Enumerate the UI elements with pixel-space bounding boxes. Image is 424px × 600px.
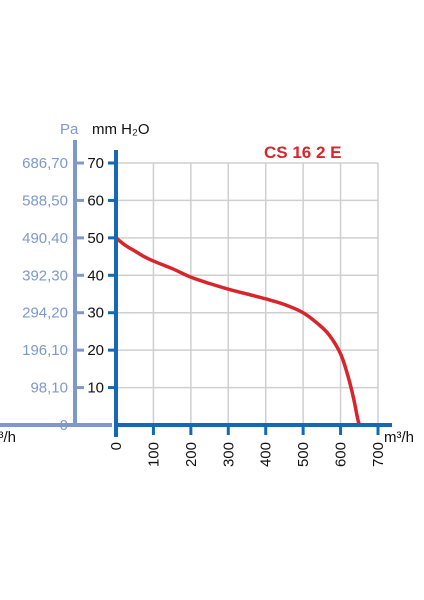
axes bbox=[0, 140, 392, 437]
y-axis-tick-label: 20 bbox=[87, 342, 104, 359]
left-axis-tick-label: 686,70 bbox=[22, 155, 68, 172]
x-axis-tick-label: 700 bbox=[370, 442, 387, 467]
right-axis-unit-mmh2o: mm H₂O bbox=[92, 121, 149, 138]
y-axis-tick-label: 30 bbox=[87, 305, 104, 322]
x-axis-tick-label: 500 bbox=[295, 442, 312, 467]
x-axis-tick-label: 100 bbox=[145, 442, 162, 467]
x-axis-tick-label: 600 bbox=[333, 442, 350, 467]
left-axis-tick-label: 294,20 bbox=[22, 305, 68, 322]
left-axis-tick-label: 0 bbox=[60, 417, 68, 434]
left-axis-tick-label: 392,30 bbox=[22, 267, 68, 284]
x-axis-tick-label: 300 bbox=[220, 442, 237, 467]
x-axis-tick-label: 0 bbox=[108, 442, 125, 450]
fan-curve-line bbox=[114, 236, 362, 427]
y-axis-tick-label: 60 bbox=[87, 192, 104, 209]
left-axis-tick-label: 98,10 bbox=[30, 380, 68, 397]
y-axis-tick-label: 70 bbox=[87, 155, 104, 172]
y-axis-tick-label: 40 bbox=[87, 267, 104, 284]
left-axis-tick-label: 490,40 bbox=[22, 230, 68, 247]
x-axis-unit: m³/h bbox=[384, 429, 414, 446]
labels: 0 98,10 196,10 294,20 392,30 490,40 588,50 686,… bbox=[22, 155, 387, 467]
left-axis-unit-pa: Pa bbox=[60, 121, 79, 138]
x-axis-tick-label: 200 bbox=[183, 442, 200, 467]
left-axis-cut-unit: m³/h bbox=[0, 429, 16, 446]
chart-title: CS 16 2 E bbox=[264, 143, 342, 162]
left-axis-tick-label: 588,50 bbox=[22, 192, 68, 209]
left-axis-tick-label: 196,10 bbox=[22, 342, 68, 359]
y-axis-tick-label: 10 bbox=[87, 380, 104, 397]
grid bbox=[116, 162, 379, 425]
curve-layer bbox=[114, 236, 362, 427]
x-axis-tick-label: 400 bbox=[258, 442, 275, 467]
y-axis-tick-label: 50 bbox=[87, 230, 104, 247]
